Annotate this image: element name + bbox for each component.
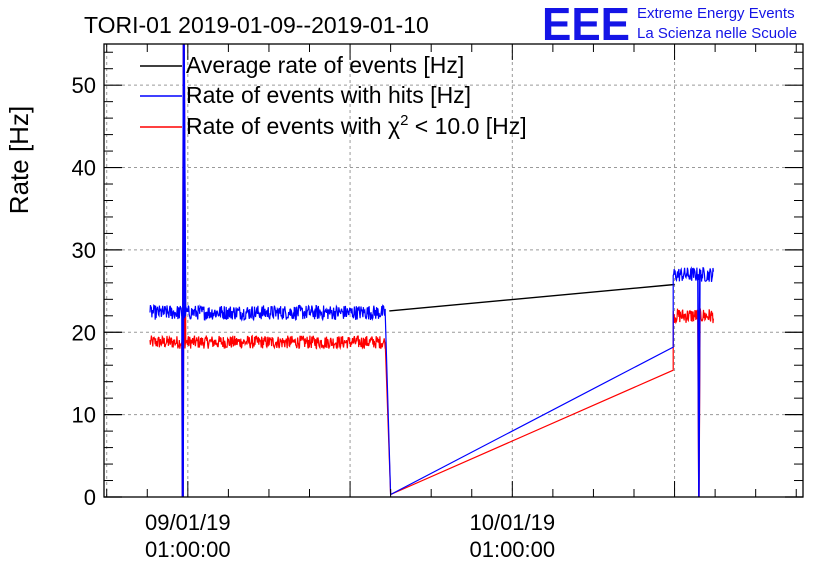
grid-lines — [104, 44, 803, 497]
legend-entry: Average rate of events [Hz] — [186, 52, 464, 78]
y-axis-label: Rate [Hz] — [4, 106, 34, 214]
chart-title: TORI-01 2019-01-09--2019-01-10 — [84, 12, 429, 38]
series-line-average — [389, 283, 675, 312]
x-tick-label-time: 01:00:00 — [145, 537, 231, 562]
legend-entry: Rate of events with χ2 < 10.0 [Hz] — [186, 112, 527, 139]
y-tick-label: 50 — [72, 73, 96, 98]
plot-frame — [103, 43, 804, 498]
x-tick-label-date: 09/01/19 — [145, 510, 231, 535]
spike-mark — [181, 43, 187, 498]
dip-mark — [697, 274, 701, 498]
legend-entry: Rate of events with hits [Hz] — [186, 82, 471, 108]
logo-line-2: La Scienza nelle Scuole — [637, 25, 797, 42]
y-tick-label: 10 — [72, 403, 96, 428]
y-tick-label: 40 — [72, 156, 96, 181]
y-tick-label: 30 — [72, 238, 96, 263]
series-layer — [149, 43, 714, 498]
y-tick-label: 20 — [72, 320, 96, 345]
legend: Average rate of events [Hz] Rate of event… — [140, 52, 527, 139]
series-line-hits — [149, 266, 714, 496]
logo-letters: EEE — [542, 0, 630, 50]
y-tick-label: 0 — [84, 485, 96, 510]
series-line-chi2 — [149, 308, 714, 496]
x-tick-label-date: 10/01/19 — [469, 510, 555, 535]
logo-line-1: Extreme Energy Events — [637, 5, 795, 22]
eee-logo: EEE Extreme Energy Events La Scienza nel… — [542, 0, 797, 50]
axes: 0102030405009/01/1901:00:0010/01/1901:00… — [72, 44, 803, 562]
x-tick-label-time: 01:00:00 — [469, 537, 555, 562]
